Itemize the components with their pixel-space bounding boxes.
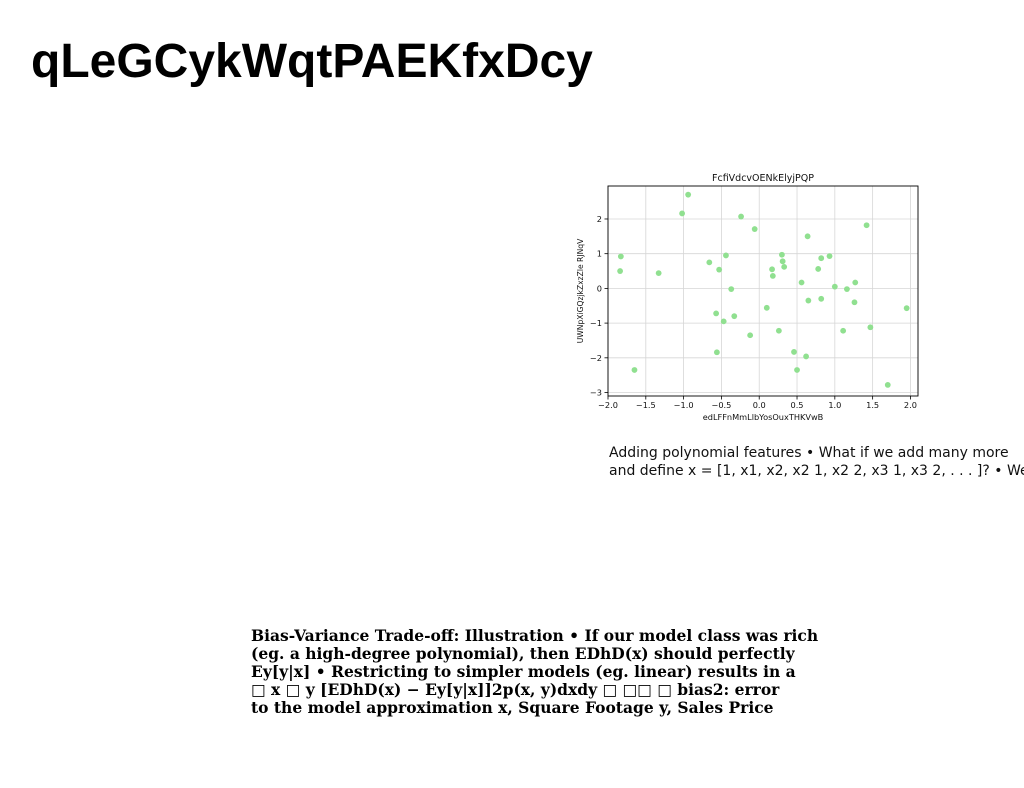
data-point (851, 299, 858, 306)
data-point (720, 318, 727, 325)
caption-line: Adding polynomial features • What if we … (609, 445, 1009, 461)
y-tick-label: −2 (590, 353, 602, 363)
plot-area (608, 186, 918, 396)
body-line: to the model approximation x, Square Foo… (251, 698, 774, 717)
data-point (844, 286, 850, 292)
data-point (779, 258, 786, 265)
data-point (751, 226, 758, 232)
data-point (775, 327, 782, 334)
data-point (769, 273, 776, 279)
y-tick-label: −3 (590, 388, 602, 398)
body-line: (eg. a high-degree polynomial), then EDh… (251, 644, 795, 663)
chart-title: FcfiVdcvOENkElyjPQP (712, 173, 814, 184)
data-point (815, 266, 822, 272)
data-point (803, 353, 809, 360)
slide-title: qLeGCykWqtPAEKfxDcy (31, 35, 593, 88)
y-tick-label: −1 (590, 318, 602, 328)
x-tick-label: 0.5 (791, 400, 804, 410)
data-point (713, 349, 720, 356)
caption-line: and define x = [1, x1, x2, x2 1, x2 2, x… (609, 463, 1024, 479)
data-point (903, 305, 910, 312)
x-tick-label: 2.0 (904, 400, 917, 410)
data-point (763, 304, 770, 311)
x-tick-label: −1.0 (674, 400, 694, 410)
data-point (798, 279, 805, 286)
y-axis-label: UWNpXiGQzjkZxzZle RJNqV (576, 238, 585, 343)
data-point (863, 222, 870, 229)
body-line: Ey[y|x] • Restricting to simpler models … (251, 662, 796, 681)
scatter-chart: −2.0 −1.5 −1.0 −0.5 0.0 0.5 1.0 1.5 2.0 −3 −2 −1 0 1 2… (576, 173, 919, 422)
data-point (831, 283, 838, 290)
data-point (804, 233, 811, 240)
data-point (655, 270, 662, 277)
data-point (852, 279, 859, 286)
y-tick-label: 0 (597, 283, 602, 293)
data-point (826, 253, 833, 260)
data-point (791, 349, 797, 355)
body-line: □ x □ y [EDhD(x) − Ey[y|x]]2p(x, y)dxdy … (251, 680, 780, 699)
data-point (840, 327, 847, 334)
x-tick-label: −0.5 (711, 400, 731, 410)
x-tick-label: 0.0 (753, 400, 766, 410)
data-point (794, 367, 800, 373)
data-point (716, 266, 723, 273)
data-point (867, 324, 874, 331)
scatter-figure: −2.0 −1.5 −1.0 −0.5 0.0 0.5 1.0 1.5 2.0 −3 −2 −1 0 1 2… (573, 170, 925, 426)
data-point (805, 297, 812, 304)
data-point (679, 210, 685, 217)
plot-frame (607, 185, 919, 397)
x-axis-label: edLFFnMmLlbYosOuxTHKVwB (703, 412, 824, 422)
x-tick-label: −1.5 (636, 400, 656, 410)
data-point (723, 252, 729, 259)
x-tick-label: 1.0 (828, 400, 841, 410)
data-point (617, 268, 623, 274)
body-paragraph: Bias-Variance Trade-off: Illustration • … (251, 627, 851, 717)
data-point (731, 313, 738, 320)
data-point (728, 286, 735, 292)
data-point (769, 266, 775, 273)
data-point (779, 251, 785, 258)
data-point (706, 259, 713, 266)
data-point (685, 191, 692, 198)
y-tick-label: 1 (597, 249, 602, 259)
data-point (781, 263, 788, 270)
data-point (747, 332, 754, 339)
figure-caption: Adding polynomial features • What if we … (609, 444, 1024, 480)
x-tick-label: 1.5 (866, 400, 879, 410)
data-point (738, 213, 744, 220)
x-tick-label: −2.0 (598, 400, 618, 410)
data-point (884, 381, 891, 388)
body-line: Bias-Variance Trade-off: Illustration • … (251, 626, 819, 645)
data-point (631, 367, 638, 373)
data-point (818, 255, 825, 262)
data-point (818, 295, 825, 302)
y-tick-label: 2 (597, 214, 602, 224)
data-point (617, 253, 624, 260)
data-point (713, 310, 720, 317)
